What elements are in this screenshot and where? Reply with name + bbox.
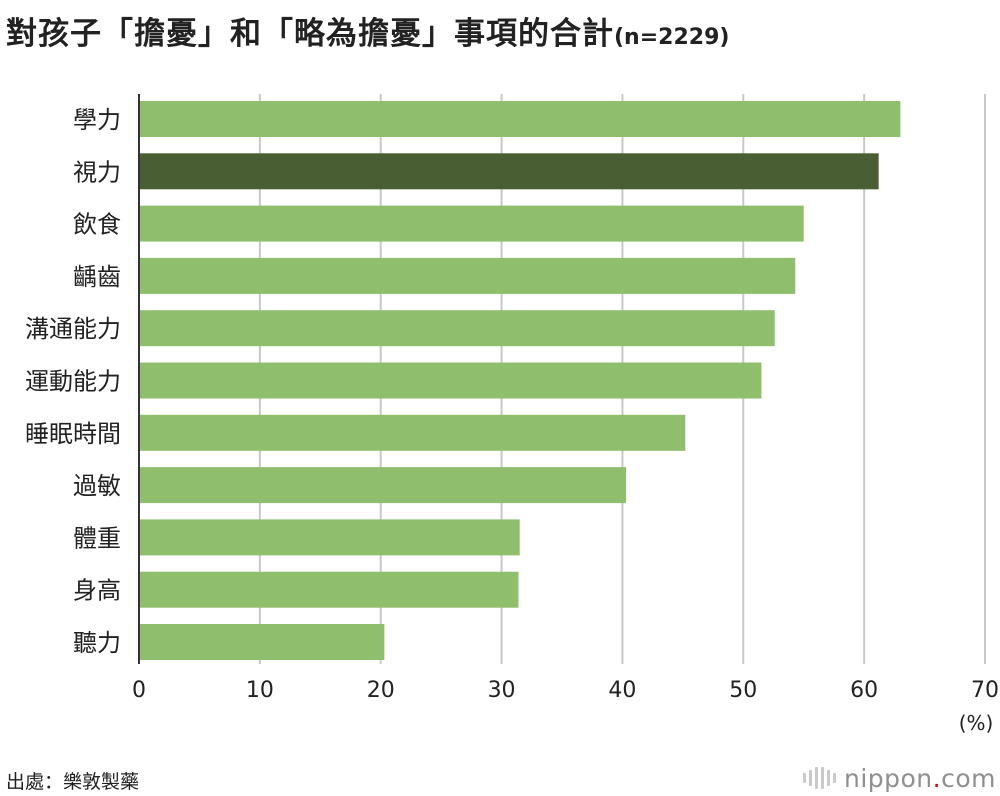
category-label: 體重 <box>73 524 121 552</box>
x-tick-label: 40 <box>608 678 636 703</box>
logo-name: nippon <box>843 763 933 793</box>
category-label: 飲食 <box>73 211 121 239</box>
bar <box>139 414 686 451</box>
bar <box>139 101 901 137</box>
bar <box>139 362 762 399</box>
category-label: 身高 <box>73 577 121 605</box>
chart-title-text: 對孩子「擔憂」和「略為擔憂」事項的合計 <box>6 16 614 52</box>
bars <box>139 101 901 660</box>
bar <box>139 205 804 242</box>
category-label: 聽力 <box>73 629 121 657</box>
chart-title: 對孩子「擔憂」和「略為擔憂」事項的合計(n=2229) <box>6 8 729 53</box>
x-tick-label: 50 <box>729 678 757 703</box>
x-tick-label: 20 <box>367 678 395 703</box>
bar <box>139 467 627 504</box>
bar <box>139 257 796 294</box>
logo-bars-icon <box>802 767 836 789</box>
x-tick-label: 10 <box>246 678 274 703</box>
x-axis-unit: (%) <box>959 711 994 735</box>
category-label: 溝通能力 <box>25 315 121 343</box>
x-tick-labels: 0 10 20 30 40 50 60 70 <box>132 678 999 703</box>
chart-subtitle: (n=2229) <box>614 25 730 50</box>
category-label: 視力 <box>73 158 121 186</box>
logo-wordmark: nippon.com <box>844 764 996 793</box>
bar <box>139 519 520 556</box>
category-label: 過敏 <box>73 472 121 500</box>
logo-tld: com <box>941 763 996 793</box>
bar <box>139 310 775 347</box>
category-label: 睡眠時間 <box>25 420 121 448</box>
x-tick-label: 30 <box>488 678 516 703</box>
bar <box>139 153 879 190</box>
category-label: 運動能力 <box>25 368 121 396</box>
x-tick-label: 60 <box>850 678 878 703</box>
category-label: 學力 <box>73 106 121 134</box>
bar <box>139 571 519 608</box>
bar <box>139 624 385 660</box>
source-note: 出處：樂敦製藥 <box>6 771 140 793</box>
x-tick-label: 0 <box>132 678 146 703</box>
x-tick-label: 70 <box>971 678 999 703</box>
category-label: 齲齒 <box>73 263 121 291</box>
logo-dot: . <box>932 763 942 793</box>
nippon-logo: nippon.com <box>802 764 996 793</box>
